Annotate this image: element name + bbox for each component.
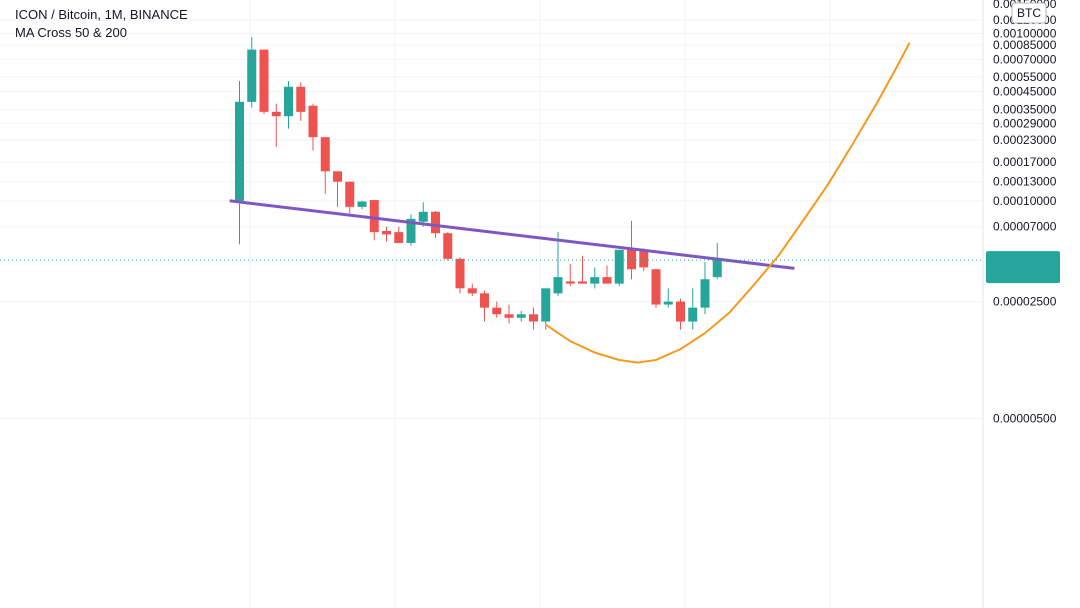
candle-down	[369, 200, 379, 233]
y-tick-label: 0.00013000	[993, 175, 1057, 189]
candle-down	[259, 49, 269, 112]
y-tick-label: 0.00070000	[993, 52, 1057, 66]
candle-down	[529, 314, 538, 322]
current-price-value: 0.00004424	[994, 519, 1058, 533]
candle-up	[553, 277, 563, 294]
candle-up	[541, 288, 551, 322]
y-tick-label: 0.00023000	[993, 133, 1057, 147]
candle-up	[516, 314, 526, 318]
y-tick-label: 0.00035000	[993, 103, 1057, 117]
candle-up	[700, 279, 710, 308]
candle-down	[651, 269, 661, 305]
candle-down	[480, 293, 489, 308]
candle-down	[443, 233, 453, 259]
candle-down	[467, 288, 477, 294]
candle-down	[602, 277, 612, 284]
candle-down	[271, 111, 281, 117]
candle-up	[418, 211, 428, 222]
candle-countdown: 1d 6h	[994, 534, 1024, 548]
y-tick-label: 0.00100000	[993, 26, 1057, 40]
symbol-title[interactable]: ICON / Bitcoin, 1M, BINANCE	[15, 7, 188, 22]
y-axis[interactable]: 0.001500000.001200000.001000000.00085000…	[993, 0, 1057, 426]
candle-up	[688, 307, 698, 322]
candle-down	[492, 307, 502, 315]
candle-down	[578, 281, 587, 284]
trendline	[229, 199, 795, 270]
candle-up	[590, 277, 600, 284]
candle-up	[235, 101, 244, 201]
y-tick-label: 0.00085000	[993, 38, 1057, 52]
chart-legend: ICON / Bitcoin, 1M, BINANCE MA Cross 50 …	[15, 6, 188, 42]
candle-down	[565, 281, 575, 284]
unit-tag[interactable]: BTC	[1011, 2, 1047, 24]
y-tick-label: 0.00029000	[993, 116, 1057, 130]
candle-up	[406, 218, 416, 243]
y-tick-label: 0.00045000	[993, 84, 1057, 98]
indicator-label[interactable]: MA Cross 50 & 200	[15, 25, 127, 40]
candle-up	[712, 260, 722, 278]
candle-down	[504, 314, 514, 318]
unit-label: BTC	[1017, 6, 1041, 20]
candle-down	[455, 258, 465, 289]
candle-down	[333, 171, 342, 182]
candle-up	[247, 49, 257, 102]
candles	[235, 37, 722, 330]
y-tick-label: 0.00010000	[993, 194, 1057, 208]
candle-up	[614, 249, 624, 284]
y-tick-label: 0.00017000	[993, 155, 1057, 169]
candle-down	[308, 105, 318, 138]
candle-down	[382, 231, 391, 235]
candle-down	[627, 249, 636, 270]
y-tick-label: 0.00007000	[993, 220, 1057, 234]
candle-down	[320, 137, 330, 172]
y-tick-label: 0.00002500	[993, 295, 1057, 309]
y-tick-label: 0.00055000	[993, 70, 1057, 84]
candle-down	[639, 251, 649, 268]
candle-down	[431, 211, 440, 234]
cup-curve	[545, 42, 911, 364]
candle-down	[676, 301, 685, 322]
grid	[0, 0, 983, 608]
candle-down	[296, 86, 306, 112]
candle-up	[357, 201, 367, 207]
y-tick-label: 0.00000500	[993, 412, 1057, 426]
current-price-tag: 0.00004424 1d 6h	[986, 251, 1060, 548]
candle-down	[345, 181, 355, 207]
candle-up	[663, 301, 673, 305]
candle-up	[284, 86, 293, 117]
candle-down	[394, 232, 404, 243]
